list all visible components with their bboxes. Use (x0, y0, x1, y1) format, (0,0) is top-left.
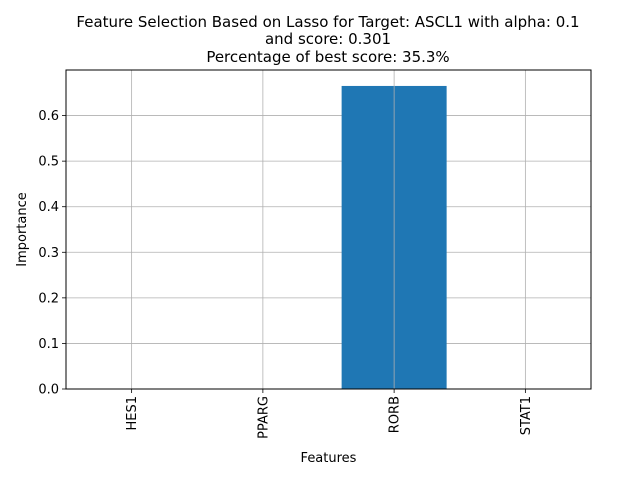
x-tick-label: PPARG (256, 396, 271, 439)
title-line-2: and score: 0.301 (265, 30, 391, 48)
x-axis-label: Features (301, 451, 357, 466)
y-tick-label: 0.0 (38, 383, 59, 398)
x-tick-label: STAT1 (519, 396, 534, 435)
chart-title: Feature Selection Based on Lasso for Tar… (76, 13, 579, 66)
y-axis-label: Importance (15, 192, 30, 267)
vertical-grid (131, 70, 526, 389)
x-tick-label: RORB (388, 396, 403, 433)
y-tick-label: 0.4 (38, 200, 59, 215)
title-line-3: Percentage of best score: 35.3% (206, 48, 449, 66)
x-tick-label: HES1 (125, 396, 140, 431)
y-tick-label: 0.6 (38, 109, 59, 124)
y-tick-label: 0.5 (38, 155, 59, 170)
plot-frame (65, 69, 592, 390)
y-tick-label: 0.2 (38, 291, 59, 306)
y-axis: 0.0 0.1 0.2 0.3 0.4 0.5 0.6 (38, 109, 66, 398)
x-axis: HES1 PPARG RORB STAT1 (125, 389, 534, 439)
grid (66, 115, 591, 390)
title-line-1: Feature Selection Based on Lasso for Tar… (76, 13, 579, 31)
y-tick-label: 0.1 (38, 337, 59, 352)
y-tick-label: 0.3 (38, 246, 59, 261)
